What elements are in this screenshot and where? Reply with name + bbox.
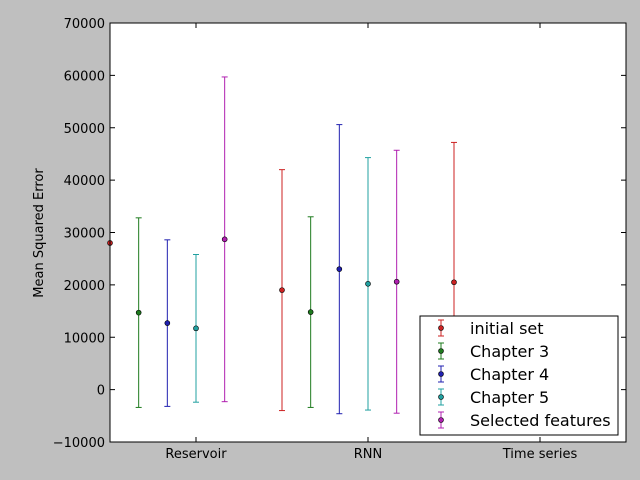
legend-marker [438,325,444,331]
y-tick-label: 40000 [64,174,105,189]
y-tick-label: 30000 [64,227,105,242]
legend-marker [438,348,444,354]
y-tick-label: 20000 [64,279,105,294]
legend-marker [438,417,444,423]
data-point [307,309,314,315]
x-axis: Reservoir RNN Time series [165,23,577,462]
legend-frame [419,315,619,436]
y-axis-label: Mean Squared Error [32,168,47,298]
legend-label: Chapter 3 [470,342,549,361]
y-tick-label: −10000 [53,436,105,451]
data-point [393,278,400,285]
data-point [279,287,285,293]
y-tick-label: 0 [97,384,105,399]
x-tick-label: Reservoir [165,447,227,462]
legend: initial set Chapter 3 Chapter 4 Chapter 5 Se… [419,315,619,436]
data-point [164,320,171,326]
data-point [365,281,371,287]
data-point [221,236,228,243]
legend-marker [438,394,444,400]
x-tick-label: RNN [354,447,382,462]
data-point [193,325,199,332]
legend-label: Chapter 4 [470,365,549,384]
data-point [135,309,142,316]
legend-label: initial set [470,319,544,338]
y-tick-label: 60000 [64,69,105,84]
legend-marker [438,371,444,377]
legend-label: Selected features [470,411,611,430]
series-2 [164,124,343,415]
y-axis: −10000 0 10000 20000 30000 40000 50000 60000 700… [53,17,626,451]
data-point [451,279,457,286]
series-3 [193,157,371,411]
y-tick-label: 70000 [64,17,105,32]
series-1 [135,216,314,408]
x-tick-label: Time series [502,447,578,462]
y-tick-label: 10000 [64,331,105,346]
data-point [336,266,343,272]
series-4 [221,76,400,414]
y-tick-label: 50000 [64,122,105,137]
legend-label: Chapter 5 [470,388,549,407]
